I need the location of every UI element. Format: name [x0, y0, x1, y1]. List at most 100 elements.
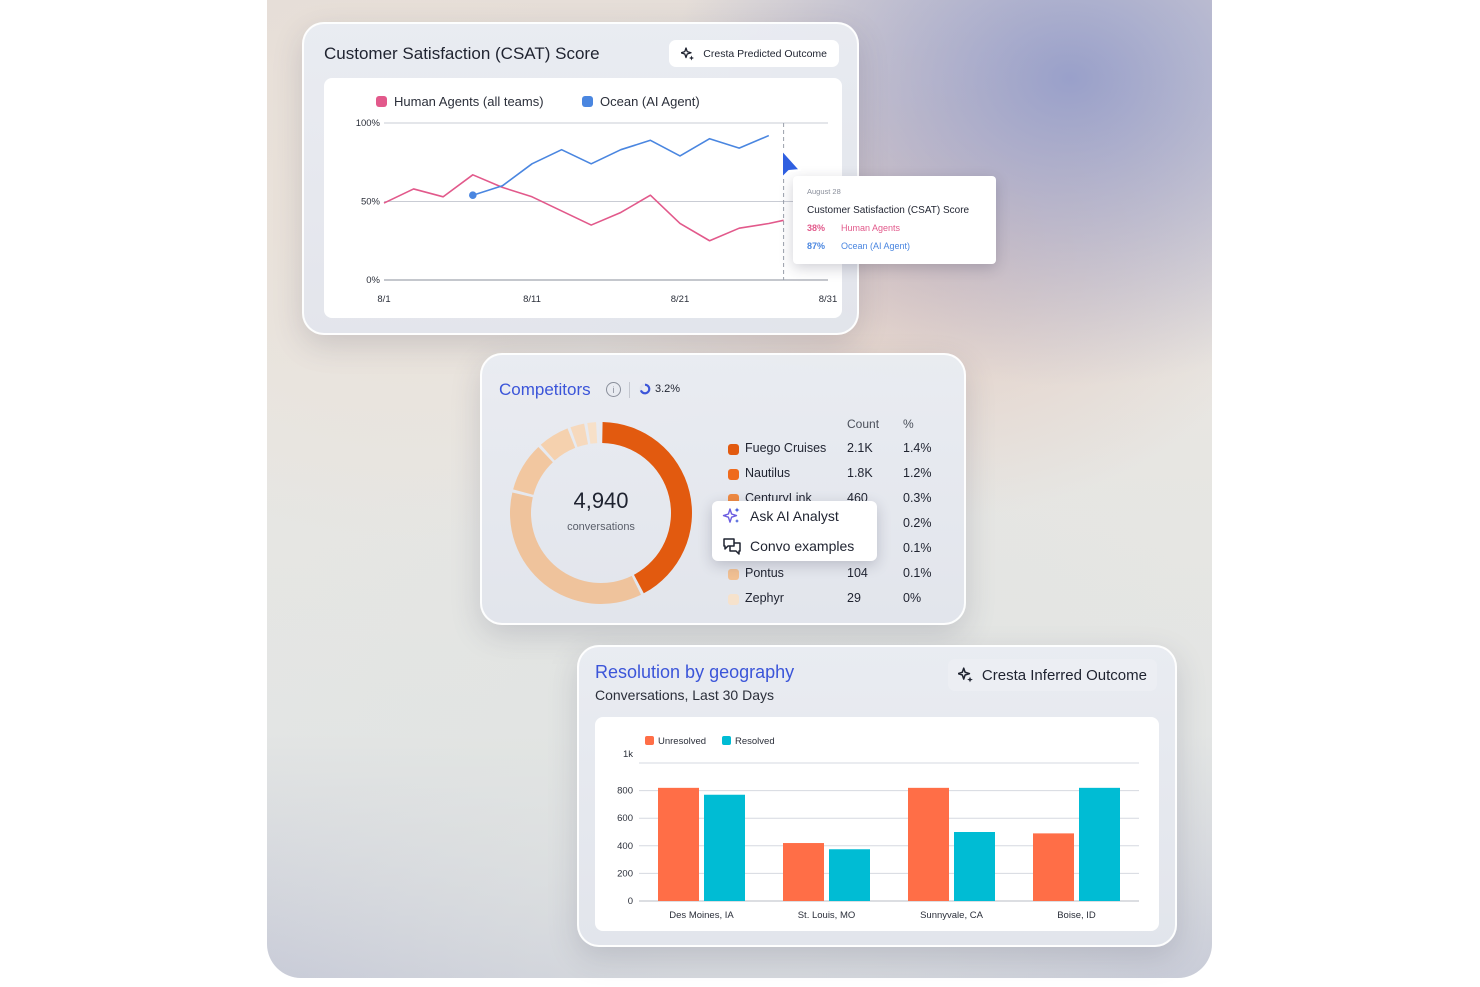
donut-slice[interactable] — [513, 446, 553, 495]
competitor-row[interactable]: 0.2% — [728, 515, 948, 535]
y-tick-label: 200 — [617, 868, 633, 879]
progress-ring-icon — [639, 383, 651, 395]
info-icon[interactable]: i — [606, 382, 621, 397]
column-header-pct: % — [903, 417, 914, 431]
competitor-row[interactable]: Nautilus 1.8K 1.2% — [728, 465, 948, 485]
bar[interactable] — [704, 794, 745, 901]
bar[interactable] — [658, 787, 699, 901]
menu-item-convo-examples[interactable]: Convo examples — [712, 531, 877, 561]
inferred-outcome-label: Cresta Inferred Outcome — [981, 666, 1147, 684]
competitors-card: Competitors i 3.2% 4,940 conversations C… — [480, 353, 966, 625]
donut-slice[interactable] — [602, 422, 692, 594]
tooltip-row-ocean: 87% Ocean (AI Agent) — [807, 241, 910, 251]
x-tick-label: St. Louis, MO — [798, 910, 856, 921]
title-divider — [629, 382, 630, 398]
donut-total-label: conversations — [567, 521, 635, 533]
mouse-cursor-icon — [781, 149, 801, 179]
tooltip-ocean-value: 87% — [807, 241, 826, 251]
competitor-row[interactable]: Zephyr 29 0% — [728, 590, 948, 610]
y-tick-label: 100% — [356, 118, 381, 129]
competitor-swatch — [728, 569, 739, 580]
menu-item-ask-label: Ask AI Analyst — [750, 508, 839, 524]
x-tick-label: Boise, ID — [1057, 910, 1096, 921]
csat-line-chart[interactable]: 100% 50% 0% 8/1 8/11 8/21 8/31 — [324, 78, 842, 318]
competitor-swatch — [728, 594, 739, 605]
inferred-outcome-badge[interactable]: Cresta Inferred Outcome — [947, 659, 1157, 691]
donut-slice[interactable] — [587, 422, 598, 444]
resolution-card: Resolution by geography Conversations, L… — [577, 645, 1177, 947]
legend-item[interactable]: Ocean (AI Agent) — [582, 94, 700, 109]
competitor-pct: 1.4% — [903, 441, 932, 455]
resolution-title: Resolution by geography — [595, 662, 795, 682]
donut-slice[interactable] — [570, 423, 589, 448]
legend-label: Resolved — [735, 736, 775, 747]
x-tick-label: Sunnyvale, CA — [920, 910, 984, 921]
competitor-count: 1.8K — [847, 466, 873, 480]
series-line[interactable] — [472, 134, 770, 196]
bar[interactable] — [1079, 787, 1120, 901]
competitor-pct: 1.2% — [903, 466, 932, 480]
series-line[interactable] — [383, 174, 784, 242]
legend-swatch — [376, 96, 387, 107]
legend-swatch — [582, 96, 593, 107]
predicted-outcome-badge[interactable]: Cresta Predicted Outcome — [669, 40, 839, 67]
competitors-donut-chart[interactable] — [482, 355, 720, 627]
competitor-pct: 0% — [903, 591, 922, 605]
csat-title: Customer Satisfaction (CSAT) Score — [324, 44, 600, 63]
legend-item[interactable]: Unresolved — [645, 736, 706, 747]
competitor-count: 104 — [847, 566, 868, 580]
sparkle-icon — [681, 46, 695, 60]
competitor-swatch — [728, 444, 739, 455]
legend-label: Ocean (AI Agent) — [600, 94, 700, 109]
competitor-row[interactable]: Fuego Cruises 2.1K 1.4% — [728, 440, 948, 460]
y-tick-label: 50% — [361, 197, 381, 208]
legend-item[interactable]: Resolved — [722, 736, 775, 747]
tooltip-row-human: 38% Human Agents — [807, 223, 900, 233]
bar[interactable] — [829, 849, 870, 901]
bar[interactable] — [908, 787, 949, 901]
resolution-subtitle: Conversations, Last 30 Days — [595, 687, 774, 703]
context-menu: Ask AI Analyst Convo examples — [712, 501, 877, 561]
x-tick-label: 8/11 — [523, 294, 541, 305]
menu-item-ask-ai-analyst[interactable]: Ask AI Analyst — [712, 501, 877, 531]
donut-slice[interactable] — [509, 492, 641, 605]
tooltip-ocean-label: Ocean (AI Agent) — [841, 241, 911, 251]
csat-card: Customer Satisfaction (CSAT) Score Crest… — [302, 22, 859, 335]
competitors-title: Competitors — [499, 380, 591, 399]
donut-total: 4,940 — [573, 488, 629, 513]
legend-item[interactable]: Human Agents (all teams) — [376, 94, 544, 109]
resolution-bar-chart[interactable]: Unresolved Resolved 1k 800 600 400 200 0 Des Moi… — [595, 717, 1159, 931]
competitor-name: Nautilus — [745, 466, 791, 480]
bar[interactable] — [783, 843, 824, 901]
x-tick-label: 8/21 — [671, 294, 690, 305]
legend-swatch — [722, 736, 731, 745]
y-tick-label: 600 — [617, 813, 633, 824]
competitor-row[interactable]: 0.1% — [728, 540, 948, 560]
competitor-pct: 0.2% — [903, 516, 932, 530]
csat-chart-panel: Human Agents (all teams) Ocean (AI Agent)… — [324, 78, 842, 318]
competitor-share-value: 3.2% — [655, 383, 681, 395]
column-header-count: Count — [847, 417, 880, 431]
donut-slice[interactable] — [599, 422, 600, 444]
menu-item-convo-label: Convo examples — [750, 538, 855, 554]
tooltip-date: August 28 — [807, 187, 841, 196]
competitor-pct: 0.1% — [903, 566, 932, 580]
competitor-swatch — [728, 469, 739, 480]
competitor-pct: 0.3% — [903, 491, 932, 505]
x-tick-label: Des Moines, IA — [669, 910, 734, 921]
competitor-count: 29 — [847, 591, 861, 605]
series-start-point[interactable] — [469, 191, 477, 200]
y-tick-label: 0% — [366, 275, 380, 286]
donut-slice[interactable] — [540, 428, 576, 461]
tooltip-human-label: Human Agents — [841, 223, 901, 233]
competitor-name: Pontus — [745, 566, 784, 580]
x-tick-label: 8/1 — [377, 294, 390, 305]
resolution-chart-panel: Unresolved Resolved 1k 800 600 400 200 0 Des Moi… — [595, 717, 1159, 931]
bar[interactable] — [1033, 833, 1074, 901]
y-tick-label: 0 — [628, 896, 633, 907]
bar[interactable] — [954, 832, 995, 901]
predicted-outcome-label: Cresta Predicted Outcome — [703, 47, 827, 60]
tooltip-human-value: 38% — [807, 223, 826, 233]
y-tick-label: 800 — [617, 786, 633, 797]
competitor-row[interactable]: Pontus 104 0.1% — [728, 565, 948, 585]
